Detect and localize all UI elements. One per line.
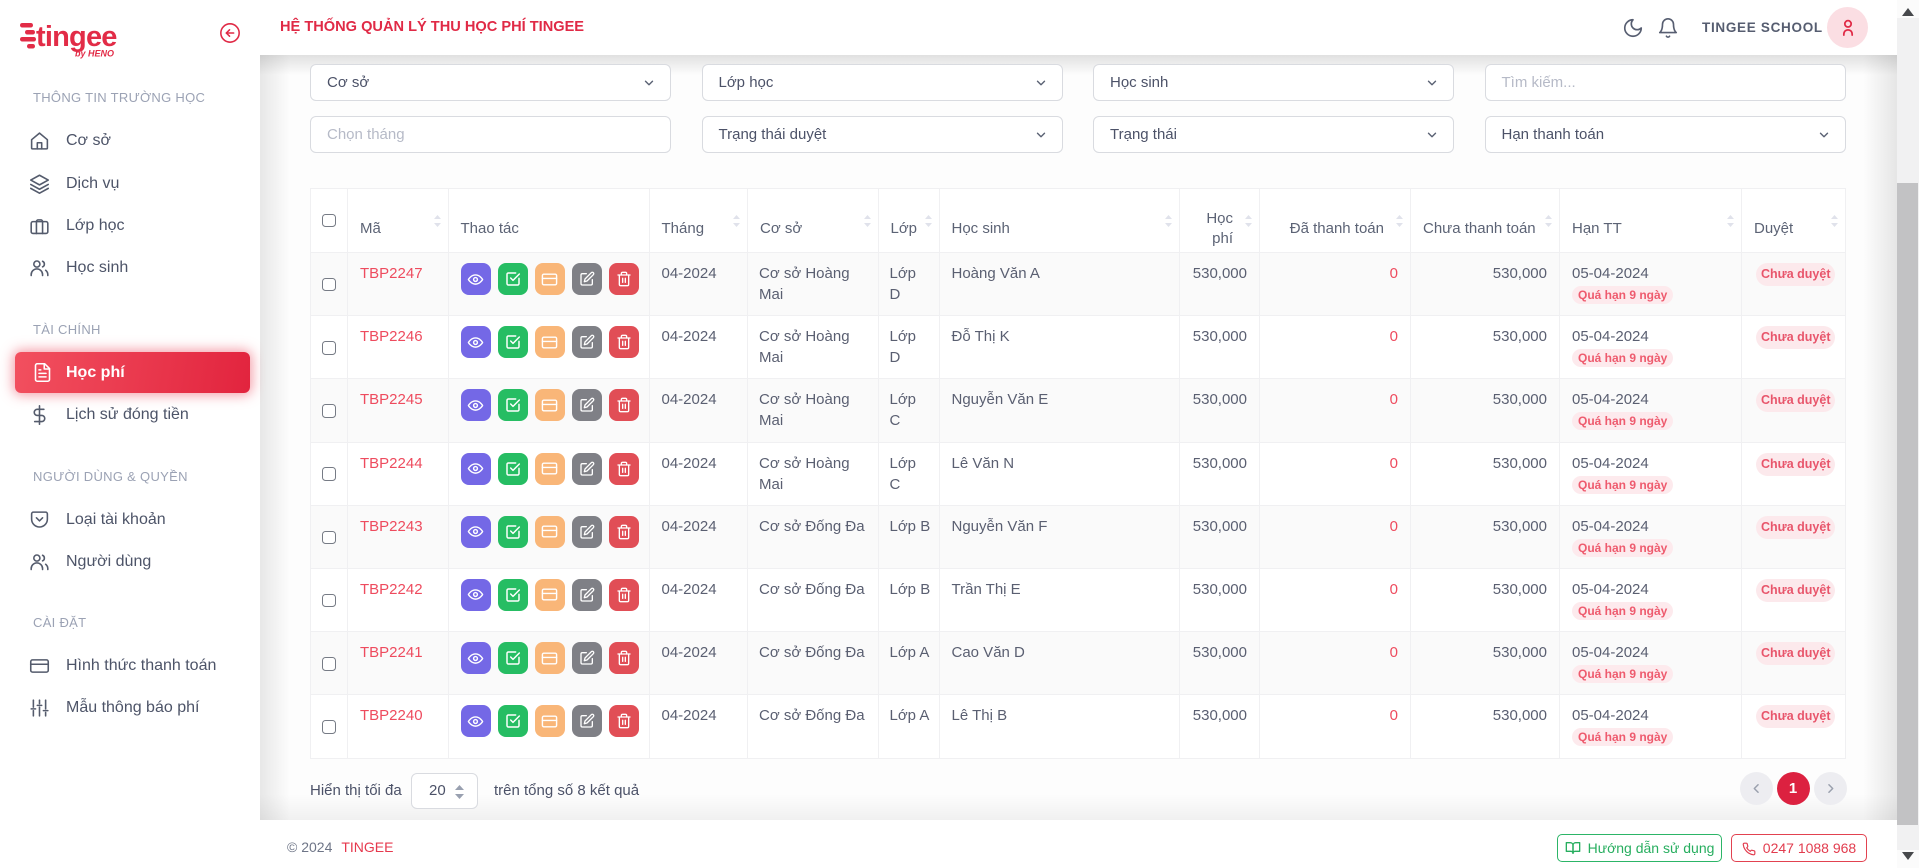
- svg-text:by HENO: by HENO: [75, 49, 114, 59]
- svg-text:tingee: tingee: [36, 21, 117, 53]
